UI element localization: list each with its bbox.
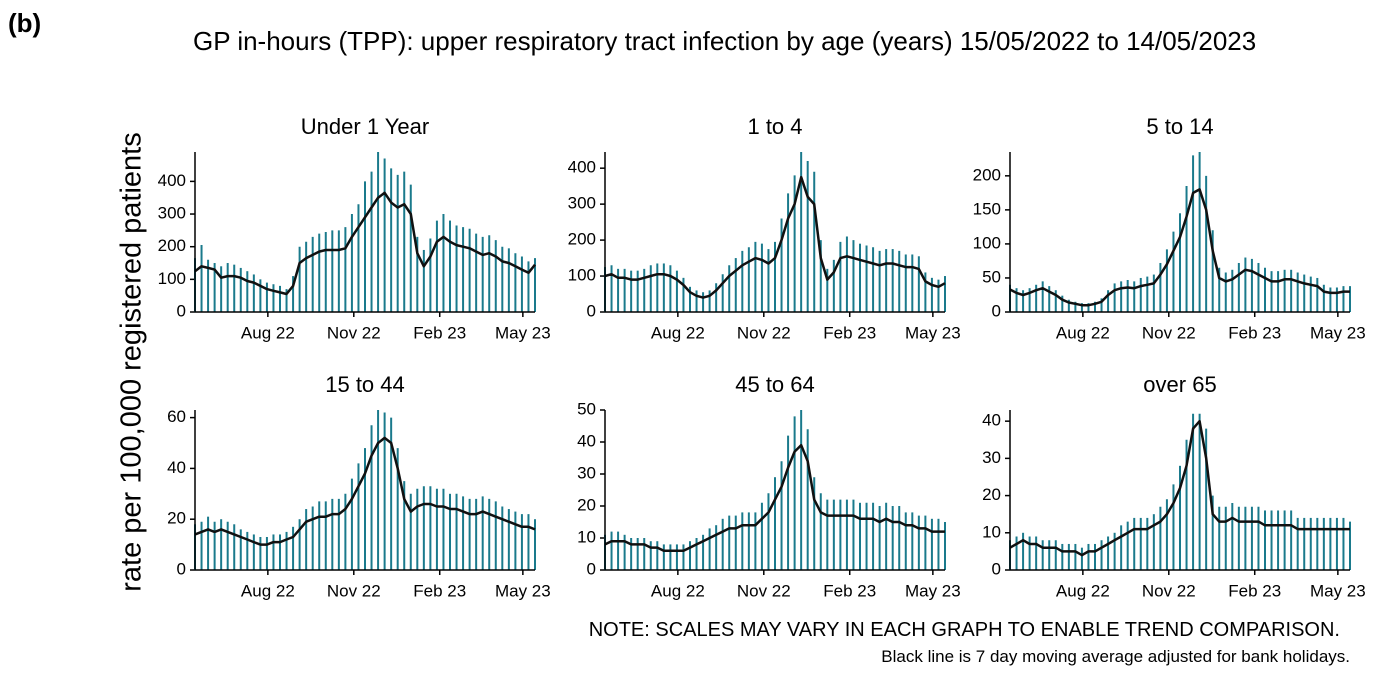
x-tick-label: Aug 22 bbox=[241, 323, 295, 342]
y-tick-label: 150 bbox=[973, 199, 1001, 218]
panel-title: 5 to 14 bbox=[1146, 114, 1213, 139]
x-tick-label: May 23 bbox=[495, 581, 551, 600]
panel-title: 1 to 4 bbox=[747, 114, 802, 139]
x-tick-label: Feb 23 bbox=[823, 581, 876, 600]
y-tick-label: 200 bbox=[973, 165, 1001, 184]
y-tick-label: 20 bbox=[167, 509, 186, 528]
x-tick-label: Nov 22 bbox=[327, 581, 381, 600]
panel-tag: (b) bbox=[8, 8, 42, 38]
y-tick-label: 20 bbox=[982, 485, 1001, 504]
moving-average-line bbox=[604, 443, 945, 553]
y-tick-label: 50 bbox=[982, 267, 1001, 286]
y-tick-label: 50 bbox=[577, 399, 596, 418]
x-tick-label: May 23 bbox=[905, 581, 961, 600]
y-tick-label: 0 bbox=[587, 301, 596, 320]
y-tick-label: 10 bbox=[982, 522, 1001, 541]
x-tick-label: May 23 bbox=[1310, 323, 1366, 342]
y-tick-label: 60 bbox=[167, 407, 186, 426]
x-tick-label: May 23 bbox=[905, 323, 961, 342]
y-tick-label: 30 bbox=[577, 463, 596, 482]
y-tick-label: 100 bbox=[973, 233, 1001, 252]
y-tick-label: 300 bbox=[158, 204, 186, 223]
x-tick-label: Feb 23 bbox=[1228, 323, 1281, 342]
x-tick-label: Feb 23 bbox=[823, 323, 876, 342]
y-tick-label: 300 bbox=[568, 194, 596, 213]
x-tick-label: Aug 22 bbox=[1056, 581, 1110, 600]
x-tick-label: Feb 23 bbox=[413, 581, 466, 600]
y-tick-label: 400 bbox=[568, 158, 596, 177]
y-tick-label: 10 bbox=[577, 527, 596, 546]
panel-title: Under 1 Year bbox=[301, 114, 429, 139]
x-tick-label: Feb 23 bbox=[413, 323, 466, 342]
x-tick-label: Nov 22 bbox=[1142, 581, 1196, 600]
moving-average-line bbox=[194, 191, 536, 296]
y-tick-label: 100 bbox=[158, 269, 186, 288]
panel-title: over 65 bbox=[1143, 372, 1216, 397]
y-tick-label: 200 bbox=[158, 236, 186, 255]
x-tick-label: Nov 22 bbox=[737, 581, 791, 600]
x-tick-label: Nov 22 bbox=[327, 323, 381, 342]
y-tick-label: 100 bbox=[568, 266, 596, 285]
x-tick-label: Aug 22 bbox=[241, 581, 295, 600]
y-tick-label: 30 bbox=[982, 448, 1001, 467]
y-tick-label: 40 bbox=[577, 431, 596, 450]
x-tick-label: Feb 23 bbox=[1228, 581, 1281, 600]
moving-average-line bbox=[194, 436, 536, 546]
x-tick-label: Aug 22 bbox=[651, 323, 705, 342]
y-axis-label: rate per 100,000 registered patients bbox=[116, 132, 148, 591]
y-tick-label: 20 bbox=[577, 495, 596, 514]
y-tick-label: 0 bbox=[177, 559, 186, 578]
y-tick-label: 0 bbox=[177, 301, 186, 320]
y-tick-label: 200 bbox=[568, 230, 596, 249]
x-tick-label: Aug 22 bbox=[651, 581, 705, 600]
y-tick-label: 40 bbox=[167, 458, 186, 477]
y-tick-label: 40 bbox=[982, 411, 1001, 430]
note: Black line is 7 day moving average adjus… bbox=[881, 647, 1350, 666]
x-tick-label: May 23 bbox=[1310, 581, 1366, 600]
y-tick-label: 0 bbox=[992, 559, 1001, 578]
x-tick-label: Aug 22 bbox=[1056, 323, 1110, 342]
moving-average-line bbox=[1009, 419, 1350, 557]
moving-average-line bbox=[604, 175, 946, 299]
note: NOTE: SCALES MAY VARY IN EACH GRAPH TO E… bbox=[589, 619, 1340, 641]
x-tick-label: Nov 22 bbox=[1142, 323, 1196, 342]
panel-title: 45 to 64 bbox=[735, 372, 815, 397]
x-tick-label: May 23 bbox=[495, 323, 551, 342]
chart-title: GP in-hours (TPP): upper respiratory tra… bbox=[193, 26, 1257, 56]
y-tick-label: 400 bbox=[158, 171, 186, 190]
y-tick-label: 0 bbox=[587, 559, 596, 578]
x-tick-label: Nov 22 bbox=[737, 323, 791, 342]
moving-average-line bbox=[1009, 188, 1350, 307]
y-tick-label: 0 bbox=[992, 301, 1001, 320]
panel-title: 15 to 44 bbox=[325, 372, 405, 397]
